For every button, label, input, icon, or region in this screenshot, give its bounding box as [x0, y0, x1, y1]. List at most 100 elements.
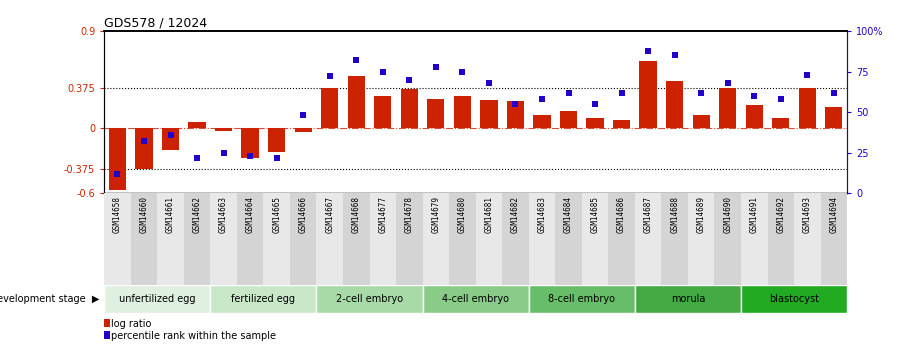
Bar	[396, 193, 422, 285]
Bar	[348, 77, 365, 128]
Text: GSM14677: GSM14677	[379, 196, 387, 233]
Bar	[236, 193, 264, 285]
Point	[720, 80, 735, 86]
Text: GSM14692: GSM14692	[776, 196, 786, 233]
Point	[747, 93, 761, 99]
Text: GSM14693: GSM14693	[803, 196, 812, 233]
Bar	[109, 128, 126, 190]
Bar	[188, 122, 206, 128]
Bar	[476, 193, 502, 285]
Bar	[586, 118, 603, 128]
Bar	[799, 88, 816, 128]
Point	[429, 64, 443, 69]
Bar	[560, 111, 577, 128]
Text: GSM14690: GSM14690	[723, 196, 732, 233]
Bar	[715, 193, 741, 285]
Bar	[529, 285, 635, 313]
Text: 4-cell embryo: 4-cell embryo	[442, 294, 509, 304]
Bar	[608, 193, 635, 285]
Bar	[162, 128, 179, 150]
Bar	[666, 81, 683, 128]
Point	[375, 69, 390, 74]
Bar	[454, 96, 471, 128]
Bar	[184, 193, 210, 285]
Text: GSM14689: GSM14689	[697, 196, 706, 233]
Bar	[264, 193, 290, 285]
Bar	[321, 88, 338, 128]
Text: percentile rank within the sample: percentile rank within the sample	[111, 332, 275, 341]
Bar	[422, 193, 449, 285]
Bar	[506, 101, 524, 128]
Point	[800, 72, 814, 78]
Point	[243, 153, 257, 159]
Point	[588, 101, 602, 107]
Bar	[635, 193, 661, 285]
Bar	[130, 193, 158, 285]
Text: fertilized egg: fertilized egg	[231, 294, 295, 304]
Text: GSM14658: GSM14658	[113, 196, 122, 233]
Point	[455, 69, 469, 74]
Bar	[772, 118, 789, 128]
Bar	[746, 105, 763, 128]
Bar	[821, 193, 847, 285]
Bar	[316, 193, 343, 285]
Text: GSM14664: GSM14664	[246, 196, 255, 233]
Bar	[135, 128, 152, 169]
Text: GSM14662: GSM14662	[193, 196, 201, 233]
Text: GSM14667: GSM14667	[325, 196, 334, 233]
Bar	[582, 193, 608, 285]
Bar	[294, 128, 312, 131]
Bar	[613, 120, 631, 128]
Text: GSM14660: GSM14660	[140, 196, 149, 233]
Point	[508, 101, 523, 107]
Text: GSM14685: GSM14685	[591, 196, 600, 233]
Bar	[290, 193, 316, 285]
Text: GSM14666: GSM14666	[299, 196, 308, 233]
Point	[190, 155, 205, 160]
Bar	[480, 100, 497, 128]
Bar	[529, 193, 555, 285]
Bar	[400, 89, 418, 128]
Point	[694, 90, 708, 96]
Text: 2-cell embryo: 2-cell embryo	[336, 294, 403, 304]
Text: GSM14686: GSM14686	[617, 196, 626, 233]
Text: log ratio: log ratio	[111, 319, 151, 329]
Text: GSM14681: GSM14681	[485, 196, 494, 233]
Point	[269, 155, 284, 160]
Point	[561, 90, 576, 96]
Bar	[688, 193, 715, 285]
Bar	[370, 193, 396, 285]
Text: morula: morula	[670, 294, 705, 304]
Text: GDS578 / 12024: GDS578 / 12024	[104, 17, 207, 30]
Point	[217, 150, 231, 155]
Point	[111, 171, 125, 177]
Bar	[210, 193, 236, 285]
Point	[614, 90, 629, 96]
Point	[641, 48, 655, 53]
Bar	[215, 128, 232, 130]
Bar	[343, 193, 370, 285]
Point	[137, 139, 151, 144]
Bar	[268, 128, 285, 152]
Text: GSM14688: GSM14688	[670, 196, 680, 233]
Point	[163, 132, 178, 138]
Bar	[555, 193, 582, 285]
Bar	[374, 96, 391, 128]
Text: unfertilized egg: unfertilized egg	[119, 294, 196, 304]
Text: GSM14684: GSM14684	[564, 196, 573, 233]
Bar	[210, 285, 316, 313]
Point	[535, 96, 549, 102]
Point	[826, 90, 841, 96]
Text: GSM14679: GSM14679	[431, 196, 440, 233]
Bar	[104, 285, 210, 313]
Point	[296, 112, 311, 118]
Bar	[640, 61, 657, 128]
Text: GSM14682: GSM14682	[511, 196, 520, 233]
Bar	[719, 88, 737, 128]
Bar	[767, 193, 794, 285]
Text: GSM14694: GSM14694	[829, 196, 838, 233]
Bar	[242, 128, 259, 158]
Bar	[428, 99, 445, 128]
Bar	[661, 193, 688, 285]
Point	[349, 58, 363, 63]
